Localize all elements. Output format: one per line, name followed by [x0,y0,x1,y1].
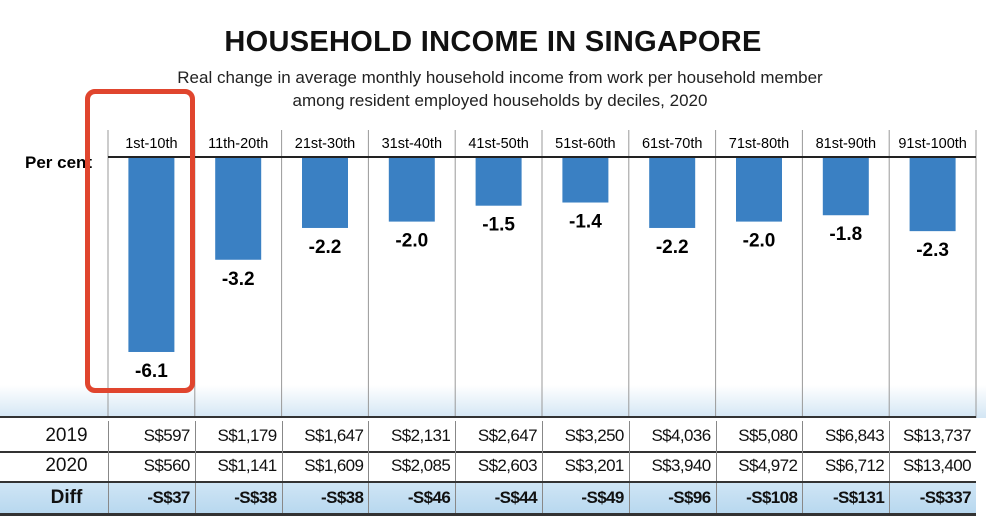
row-label: 2019 [45,425,88,446]
table-cell: -S$337 [889,483,976,513]
highlight-box [85,89,195,393]
x-tick-label: 61st-70th [642,136,702,152]
table-cell: S$1,609 [281,451,369,481]
table-row: 2019 S$597 S$1,179 S$1,647 S$2,131 S$2,647 S$3… [0,421,976,453]
chart-subtitle: Real change in average monthly household… [177,68,823,110]
table-cell: S$597 [108,421,195,451]
table-cell: S$2,131 [368,421,455,451]
bar-91st-100th [909,158,956,232]
data-label: -1.8 [829,224,862,245]
table-cell: S$2,085 [368,451,455,481]
table-cell: S$13,400 [889,451,976,481]
x-tick-label: 41st-50th [468,136,528,152]
table-cell: S$3,940 [628,451,716,481]
table-cell: S$3,201 [541,451,629,481]
table-cell: -S$96 [628,483,716,513]
table-cell: -S$38 [194,483,282,513]
table-cell: S$6,843 [802,421,889,451]
table-row: Diff -S$37 -S$38 -S$38 -S$46 -S$44 -S$49 -S$96-… [0,483,976,516]
bar-41st-50th [475,158,522,206]
row-label: 2020 [45,455,88,476]
x-tick-label: 11th-20th [208,136,268,152]
x-tick-label: 71st-80th [729,136,789,152]
table-cell: S$2,647 [455,421,542,451]
bar-71st-80th [736,158,782,222]
data-label: -1.4 [569,212,602,233]
table-cell: S$3,250 [541,421,629,451]
table-cell: -S$37 [108,483,195,513]
bar-51st-60th [562,158,609,203]
table-cell: -S$49 [541,483,629,513]
x-tick-label: 51st-60th [555,136,615,152]
table-cell: S$1,647 [281,421,369,451]
table-cell: S$6,712 [802,451,889,481]
x-tick-label: 31st-40th [382,136,442,152]
y-axis-label: Per cent [25,153,92,172]
table-cell: S$560 [108,451,195,481]
bar-61st-70th [649,158,696,228]
row-label: Diff [50,487,83,508]
table-cell: S$4,972 [715,451,803,481]
table-cell: S$13,737 [889,421,976,451]
chart-title: HOUSEHOLD INCOME IN SINGAPORE [224,26,762,58]
data-label: -3.2 [222,269,255,290]
table-cell: S$1,179 [194,421,282,451]
bar-11th-20th [215,158,262,260]
x-tick-label: 81st-90th [816,136,876,152]
table-cell: -S$38 [281,483,369,513]
bar-1st-10th [128,158,175,352]
table-cell: -S$44 [455,483,542,513]
table-cell: S$4,036 [628,421,716,451]
x-tick-label: 1st-10th [125,136,177,152]
data-label: -2.0 [395,231,428,252]
data-label: -2.2 [656,237,689,258]
table-cell: -S$46 [368,483,455,513]
data-label: -2.0 [743,231,776,252]
table-cell: S$2,603 [455,451,542,481]
table-cell: -S$108 [715,483,803,513]
table-cell: S$1,141 [194,451,282,481]
table-row: 2020 S$560 S$1,141 S$1,609 S$2,085 S$2,603 S$3… [0,451,976,483]
bar-chart: Per cent 1st-10th -6.1 11th-20th -3.2 21st-3… [0,130,986,418]
data-label: -2.2 [309,237,342,258]
bar-21st-30th [302,158,348,228]
table-cell: S$5,080 [715,421,803,451]
data-label: -2.3 [916,240,949,261]
x-tick-label: 21st-30th [295,136,355,152]
bar-31st-40th [388,158,435,222]
x-tick-label: 91st-100th [898,136,967,152]
bar-81st-90th [822,158,869,216]
table-cell: -S$131 [802,483,889,513]
data-label: -6.1 [135,361,168,382]
data-label: -1.5 [482,215,515,236]
